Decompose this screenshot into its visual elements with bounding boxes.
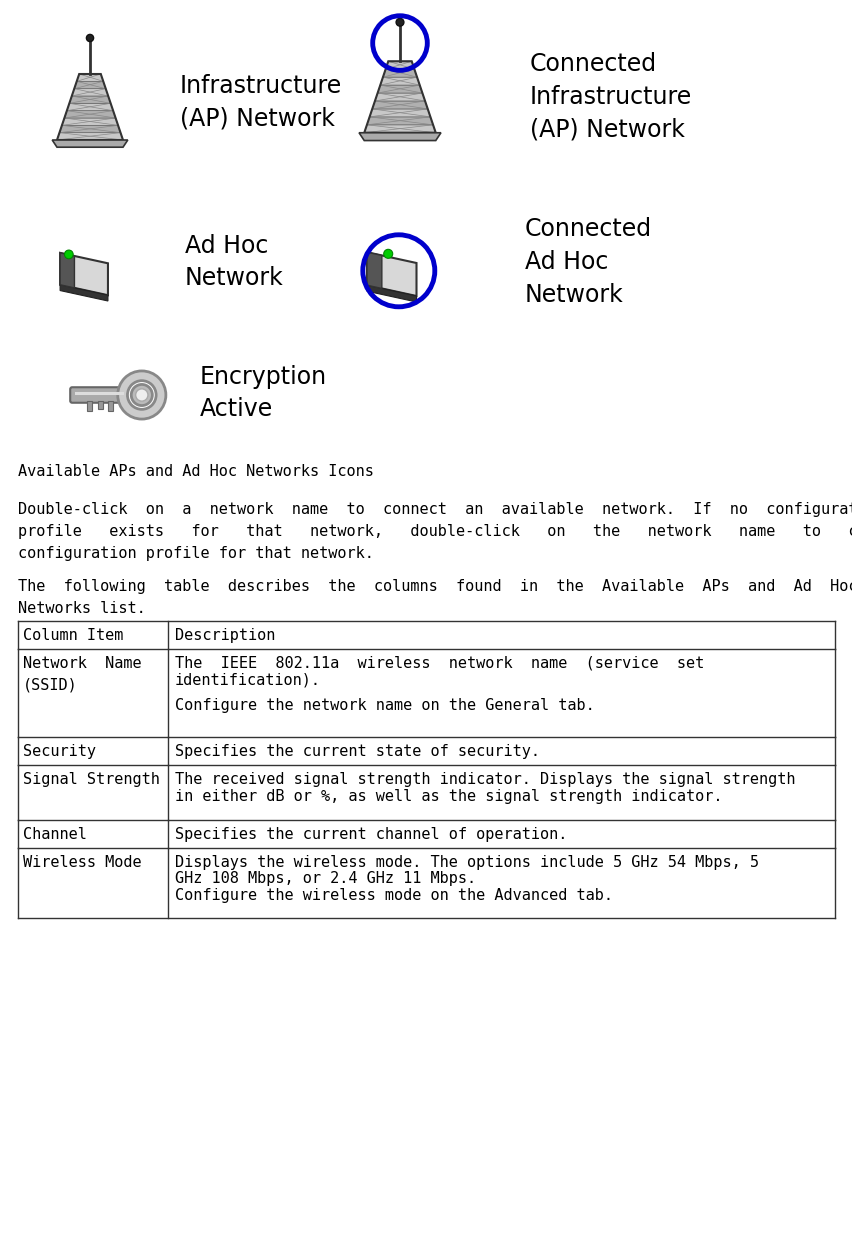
- Bar: [107, 401, 112, 412]
- Text: identification).: identification).: [175, 673, 320, 688]
- Polygon shape: [380, 77, 419, 85]
- Text: GHz 108 Mbps, or 2.4 GHz 11 Mbps.: GHz 108 Mbps, or 2.4 GHz 11 Mbps.: [175, 872, 475, 887]
- Circle shape: [65, 250, 73, 259]
- Polygon shape: [366, 252, 382, 288]
- Polygon shape: [366, 252, 416, 296]
- Text: Signal Strength: Signal Strength: [23, 772, 159, 787]
- Text: Infrastructure
(AP) Network: Infrastructure (AP) Network: [180, 74, 342, 130]
- Polygon shape: [371, 101, 427, 109]
- Bar: [97, 401, 103, 409]
- Polygon shape: [60, 125, 120, 132]
- Text: Connected
Infrastructure
(AP) Network: Connected Infrastructure (AP) Network: [529, 52, 692, 141]
- Polygon shape: [74, 82, 106, 89]
- Text: Connected
Ad Hoc
Network: Connected Ad Hoc Network: [524, 218, 652, 307]
- Text: Wireless Mode: Wireless Mode: [23, 855, 141, 870]
- Polygon shape: [52, 140, 128, 147]
- Polygon shape: [69, 96, 111, 104]
- Text: Network  Name
(SSID): Network Name (SSID): [23, 656, 141, 691]
- Text: Security: Security: [23, 743, 96, 760]
- Text: Specifies the current state of security.: Specifies the current state of security.: [175, 743, 539, 760]
- Text: The  IEEE  802.11a  wireless  network  name  (service  set: The IEEE 802.11a wireless network name (…: [175, 656, 704, 670]
- Polygon shape: [359, 132, 440, 141]
- Circle shape: [383, 250, 392, 259]
- Polygon shape: [369, 109, 430, 116]
- Text: Encryption
Active: Encryption Active: [199, 365, 326, 422]
- Text: Ad Hoc
Network: Ad Hoc Network: [185, 234, 284, 291]
- Text: Available APs and Ad Hoc Networks Icons: Available APs and Ad Hoc Networks Icons: [18, 464, 373, 479]
- Polygon shape: [66, 104, 113, 110]
- Text: Double-click  on  a  network  name  to  connect  an  available  network.  If  no: Double-click on a network name to connec…: [18, 502, 852, 560]
- Circle shape: [131, 385, 153, 406]
- Polygon shape: [364, 125, 435, 132]
- Text: Description: Description: [175, 628, 275, 643]
- Polygon shape: [383, 69, 417, 77]
- Polygon shape: [366, 286, 416, 302]
- Polygon shape: [64, 110, 116, 118]
- Polygon shape: [377, 85, 422, 93]
- Polygon shape: [57, 132, 123, 140]
- Text: Specifies the current channel of operation.: Specifies the current channel of operati…: [175, 828, 567, 842]
- Text: in either dB or %, as well as the signal strength indicator.: in either dB or %, as well as the signal…: [175, 788, 722, 804]
- Text: The received signal strength indicator. Displays the signal strength: The received signal strength indicator. …: [175, 772, 795, 787]
- FancyBboxPatch shape: [70, 387, 127, 403]
- Polygon shape: [375, 93, 424, 101]
- Polygon shape: [62, 118, 118, 125]
- Circle shape: [86, 35, 94, 42]
- Text: Displays the wireless mode. The options include 5 GHz 54 Mbps, 5: Displays the wireless mode. The options …: [175, 855, 758, 870]
- Text: Channel: Channel: [23, 828, 87, 842]
- Text: Column Item: Column Item: [23, 628, 124, 643]
- Text: Configure the network name on the General tab.: Configure the network name on the Genera…: [175, 698, 594, 713]
- Text: Configure the wireless mode on the Advanced tab.: Configure the wireless mode on the Advan…: [175, 888, 613, 903]
- Polygon shape: [60, 285, 108, 301]
- Circle shape: [135, 388, 147, 401]
- Polygon shape: [60, 252, 74, 288]
- Polygon shape: [366, 116, 433, 125]
- Polygon shape: [60, 252, 108, 296]
- Polygon shape: [385, 62, 414, 69]
- Polygon shape: [72, 89, 108, 96]
- Circle shape: [395, 19, 404, 26]
- Bar: [87, 401, 92, 412]
- Polygon shape: [77, 74, 103, 82]
- Text: The  following  table  describes  the  columns  found  in  the  Available  APs  : The following table describes the column…: [18, 579, 852, 616]
